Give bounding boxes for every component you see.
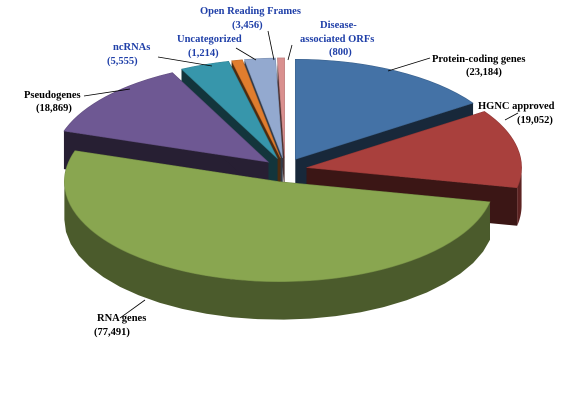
label-value: (1,214)	[188, 48, 219, 59]
slice-rna-genes	[64, 150, 491, 282]
label-uncategorized: Uncategorized (1,214)	[177, 34, 242, 59]
leader-lines	[83, 30, 519, 319]
leader-line-2	[119, 299, 146, 319]
label-name: ncRNAs	[113, 42, 150, 53]
leader-line-6	[267, 30, 275, 61]
label-value: (5,555)	[107, 56, 138, 67]
label-name: Open Reading Frames	[200, 6, 301, 17]
slice-protein-coding-genes	[294, 59, 474, 160]
leader-line-1	[504, 112, 519, 121]
label-name: Uncategorized	[177, 34, 242, 45]
slice-uncategorized	[231, 59, 281, 159]
label-value: (800)	[329, 47, 352, 58]
slice-disease	[277, 57, 285, 158]
label-hgnc-approved: HGNC approved (19,052)	[478, 101, 555, 126]
label-value: (23,184)	[466, 67, 502, 78]
slice-wall-disease-0	[277, 57, 285, 196]
label-protein-coding: Protein-coding genes (23,184)	[432, 54, 525, 78]
label-name: Pseudogenes	[24, 90, 81, 101]
leader-line-5	[235, 47, 257, 61]
pie-top-layer	[63, 57, 522, 282]
slice-open-reading-frames	[244, 57, 283, 159]
label-value: (18,869)	[36, 103, 72, 114]
label-value: (77,491)	[94, 327, 130, 338]
label-open-reading-frames: Open Reading Frames (3,456)	[200, 6, 301, 31]
label-name: HGNC approved	[478, 101, 555, 112]
leader-line-3	[83, 88, 131, 97]
label-ncrnas: ncRNAs (5,555)	[107, 42, 150, 67]
label-value: (19,052)	[517, 115, 553, 126]
slice-hgnc-approved	[306, 111, 522, 189]
label-disease-associated-orfs: Disease- associated ORFs (800)	[300, 20, 374, 58]
label-name: RNA genes	[97, 313, 146, 324]
slice-side-rna-genes-0	[64, 181, 490, 320]
slice-side-hgnc-approved-0	[517, 167, 522, 226]
label-name: Protein-coding genes	[432, 54, 525, 65]
label-name: Disease-	[320, 20, 357, 31]
slice-pseudogenes	[63, 72, 270, 163]
label-pseudogenes: Pseudogenes (18,869)	[24, 90, 81, 114]
leader-line-4	[157, 56, 213, 67]
label-value: (3,456)	[232, 20, 263, 31]
label-rna-genes: RNA genes (77,491)	[94, 313, 146, 338]
label-name-line2: associated ORFs	[300, 34, 374, 45]
leader-line-7	[287, 44, 293, 61]
leader-line-0	[387, 57, 431, 72]
